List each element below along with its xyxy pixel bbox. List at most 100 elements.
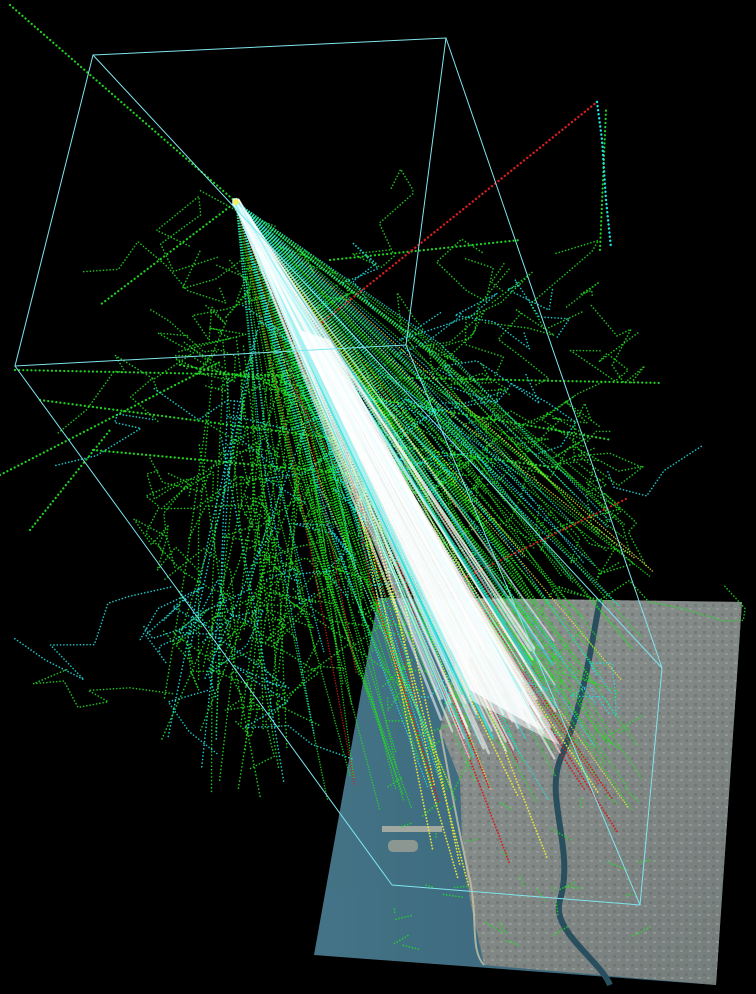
- flight-track: [235, 201, 325, 654]
- flight-track: [598, 108, 608, 252]
- flight-track: [392, 934, 409, 945]
- flight-track: [235, 201, 351, 778]
- flight-track: [235, 201, 636, 560]
- flight-track: [167, 689, 218, 755]
- basemap-island: [388, 840, 418, 852]
- flight-track: [167, 330, 258, 739]
- flight-track: [235, 201, 367, 626]
- flight-track: [235, 201, 474, 586]
- flight-track: [585, 468, 636, 575]
- flight-track: [235, 201, 329, 802]
- flight-track: [328, 238, 522, 262]
- flight-track: [235, 201, 509, 563]
- flight-track: [548, 651, 620, 701]
- flight-track: [235, 201, 437, 751]
- flight-track: [199, 464, 306, 731]
- flight-track: [235, 201, 405, 803]
- flight-track: [329, 359, 462, 868]
- flight-track: [237, 198, 532, 652]
- flight-track: [144, 603, 181, 664]
- flight-track: [235, 201, 572, 579]
- flight-track: [237, 200, 555, 642]
- flight-track: [449, 413, 500, 471]
- flight-track: [417, 311, 484, 363]
- flight-track: [235, 201, 317, 656]
- flight-track: [298, 100, 599, 342]
- flight-track: [52, 413, 154, 467]
- flight-track: [173, 350, 235, 383]
- flight-track: [235, 201, 399, 703]
- basemap-pier: [382, 826, 442, 832]
- flight-track: [235, 201, 562, 577]
- flight-track: [235, 201, 606, 667]
- flight-track: [203, 368, 251, 392]
- flight-track: [240, 454, 284, 585]
- flight-track: [235, 201, 420, 760]
- flight-track: [235, 199, 452, 704]
- flight-track: [415, 595, 513, 737]
- flight-track: [331, 444, 374, 527]
- flight-track: [595, 100, 613, 250]
- flight-track: [584, 478, 648, 567]
- flight-track: [464, 271, 533, 377]
- flight-track: [439, 310, 486, 363]
- flight-track: [534, 886, 546, 901]
- flight-track: [453, 885, 469, 889]
- flight-track: [156, 524, 203, 575]
- flight-track: [235, 201, 337, 642]
- flight-track: [340, 408, 463, 468]
- bbox-edge: [405, 344, 641, 906]
- flight-track: [55, 332, 195, 435]
- flight-track: [235, 201, 335, 595]
- flight-track: [210, 376, 224, 794]
- flight-track: [178, 327, 247, 369]
- flight-track: [201, 608, 266, 700]
- flight-track: [235, 201, 585, 564]
- flight-track: [483, 920, 503, 934]
- flight-track: [235, 201, 361, 678]
- flight-track: [235, 201, 610, 515]
- flight-track: [498, 921, 508, 935]
- flight-track: [252, 356, 273, 643]
- flight-track: [145, 455, 225, 501]
- flight-track: [421, 801, 441, 817]
- basemap-shoreline: [439, 729, 485, 966]
- flight-track: [265, 566, 318, 607]
- flight-track: [550, 827, 572, 841]
- flight-track: [387, 776, 404, 788]
- flight-track: [224, 668, 261, 739]
- flight-track: [235, 201, 347, 519]
- flight-track: [197, 379, 213, 682]
- flight-track: [235, 201, 620, 506]
- dense-core-beam: [300, 330, 540, 730]
- flight-track: [28, 428, 112, 532]
- flight-track: [235, 201, 501, 482]
- flight-track: [490, 735, 508, 751]
- flight-track: [500, 850, 508, 857]
- flight-track: [235, 201, 535, 503]
- flight-track: [529, 239, 601, 331]
- flight-track: [215, 264, 252, 304]
- flight-track: [432, 386, 511, 487]
- flight-track: [566, 523, 588, 566]
- flight-track: [367, 382, 434, 421]
- flight-track: [237, 203, 469, 728]
- flight-track: [505, 279, 571, 340]
- flight-track: [490, 262, 505, 292]
- flight-track: [139, 586, 213, 641]
- flight-track: [263, 441, 346, 505]
- flight-track: [329, 359, 491, 791]
- flight-track: [484, 309, 555, 387]
- dense-core-tracks: [231, 197, 561, 760]
- flight-track: [399, 292, 531, 351]
- flight-track: [187, 494, 275, 541]
- flight-track: [235, 201, 621, 608]
- flight-track: [235, 201, 364, 599]
- flight-track: [505, 939, 521, 947]
- flight-track: [299, 637, 347, 675]
- flight-track: [436, 359, 542, 406]
- flight-track: [235, 201, 356, 787]
- flight-track: [388, 457, 461, 531]
- flight-track: [250, 500, 351, 567]
